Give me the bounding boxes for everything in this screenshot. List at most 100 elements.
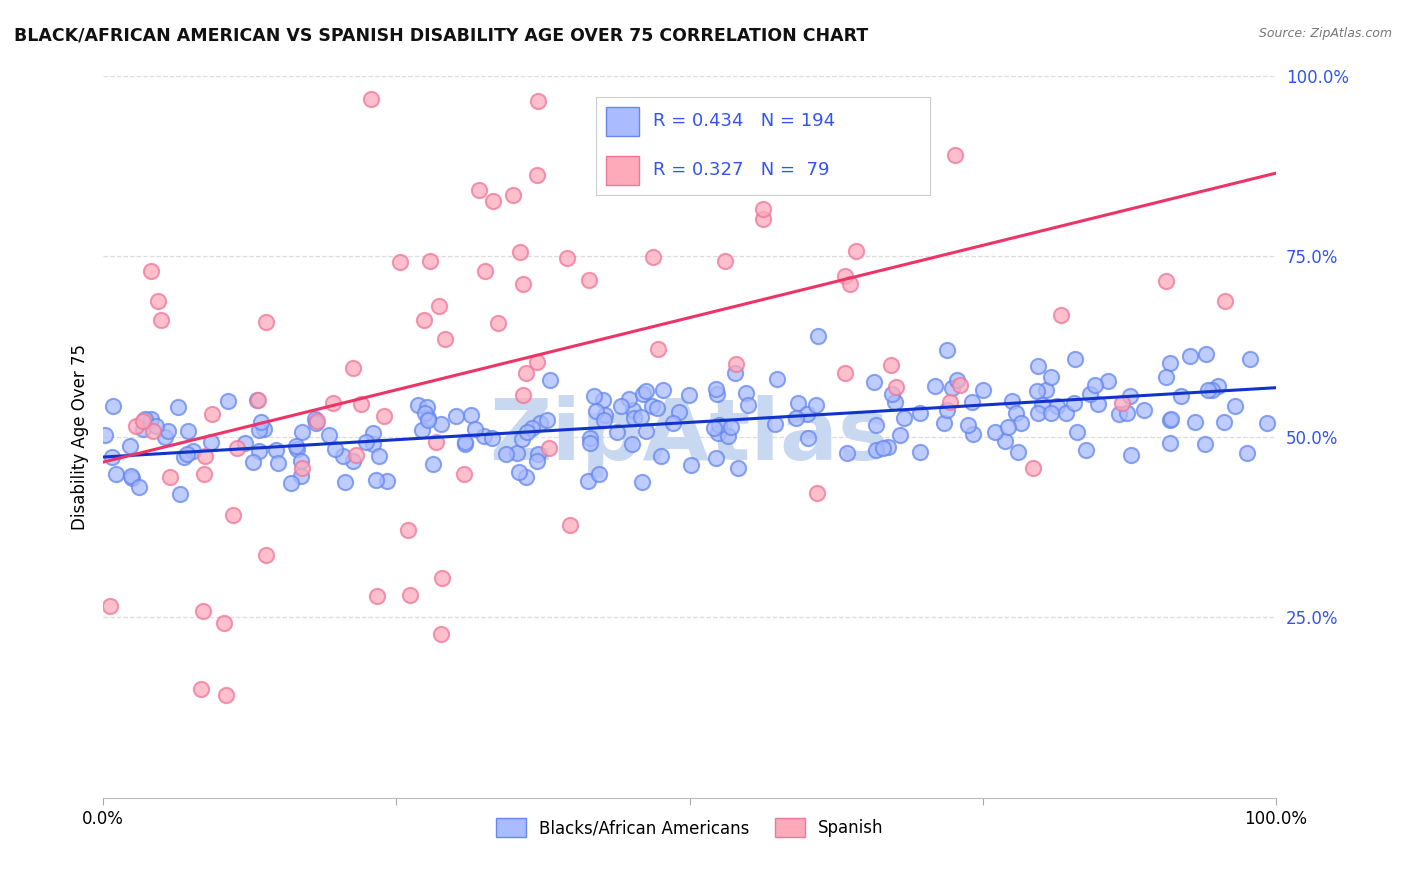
Point — [1159, 413, 1181, 427]
Point — [159, 470, 181, 484]
Point — [889, 428, 911, 442]
Point — [460, 408, 482, 422]
Point — [623, 402, 645, 417]
Point — [344, 448, 367, 462]
Point — [193, 467, 215, 482]
Point — [1121, 448, 1143, 462]
Point — [707, 425, 730, 440]
Point — [422, 457, 444, 471]
Point — [578, 435, 600, 450]
Point — [1178, 349, 1201, 363]
Point — [943, 148, 966, 162]
Point — [173, 450, 195, 464]
Point — [766, 372, 789, 386]
Point — [538, 373, 561, 387]
Point — [872, 441, 894, 455]
Point — [242, 455, 264, 469]
Point — [1007, 445, 1029, 459]
Point — [1223, 400, 1246, 414]
Point — [679, 458, 702, 472]
Point — [354, 434, 377, 449]
Point — [1236, 446, 1258, 460]
Point — [633, 386, 655, 401]
Point — [406, 398, 429, 412]
Point — [962, 394, 984, 409]
Point — [1087, 396, 1109, 410]
Point — [305, 416, 328, 430]
Point — [413, 406, 436, 420]
Point — [454, 434, 477, 449]
Point — [796, 431, 818, 445]
Point — [472, 429, 495, 443]
Text: Source: ZipAtlas.com: Source: ZipAtlas.com — [1258, 27, 1392, 40]
Point — [290, 468, 312, 483]
Point — [342, 454, 364, 468]
Point — [254, 548, 277, 562]
Point — [1005, 406, 1028, 420]
Point — [125, 418, 148, 433]
Point — [100, 450, 122, 464]
Point — [522, 421, 544, 435]
Point — [247, 444, 270, 458]
Point — [668, 405, 690, 419]
Point — [592, 392, 614, 407]
Point — [796, 407, 818, 421]
Point — [94, 428, 117, 442]
Point — [1184, 415, 1206, 429]
Point — [557, 251, 579, 265]
Point — [883, 395, 905, 409]
Point — [1170, 389, 1192, 403]
Point — [1021, 461, 1043, 475]
Point — [291, 460, 314, 475]
Point — [418, 413, 440, 427]
Point — [526, 168, 548, 182]
Point — [132, 414, 155, 428]
Point — [946, 373, 969, 387]
Point — [1026, 407, 1049, 421]
Point — [495, 446, 517, 460]
Point — [508, 465, 530, 479]
Point — [155, 430, 177, 444]
Point — [752, 202, 775, 217]
Point — [1063, 396, 1085, 410]
Point — [413, 313, 436, 327]
Point — [630, 475, 652, 489]
Point — [1160, 412, 1182, 426]
Point — [934, 417, 956, 431]
Point — [529, 416, 551, 430]
Point — [526, 446, 548, 460]
Point — [880, 387, 903, 401]
Point — [388, 255, 411, 269]
Point — [972, 383, 994, 397]
Point — [1050, 308, 1073, 322]
Point — [804, 398, 827, 412]
Point — [1031, 398, 1053, 412]
Point — [332, 449, 354, 463]
Point — [560, 517, 582, 532]
Point — [641, 400, 664, 414]
Point — [949, 378, 972, 392]
Point — [307, 414, 329, 428]
Point — [430, 417, 453, 431]
Point — [526, 453, 548, 467]
Point — [215, 688, 238, 702]
Point — [939, 394, 962, 409]
Point — [516, 425, 538, 439]
Point — [997, 420, 1019, 434]
Point — [247, 423, 270, 437]
Point — [984, 425, 1007, 439]
Point — [1084, 378, 1107, 392]
Point — [467, 183, 489, 197]
Point — [254, 315, 277, 329]
Point — [724, 366, 747, 380]
Point — [1119, 389, 1142, 403]
Point — [427, 299, 450, 313]
Point — [1201, 384, 1223, 398]
Point — [363, 425, 385, 440]
Point — [834, 366, 856, 380]
Point — [763, 417, 786, 432]
Point — [399, 588, 422, 602]
Point — [1001, 393, 1024, 408]
Point — [1066, 425, 1088, 440]
Point — [444, 409, 467, 424]
